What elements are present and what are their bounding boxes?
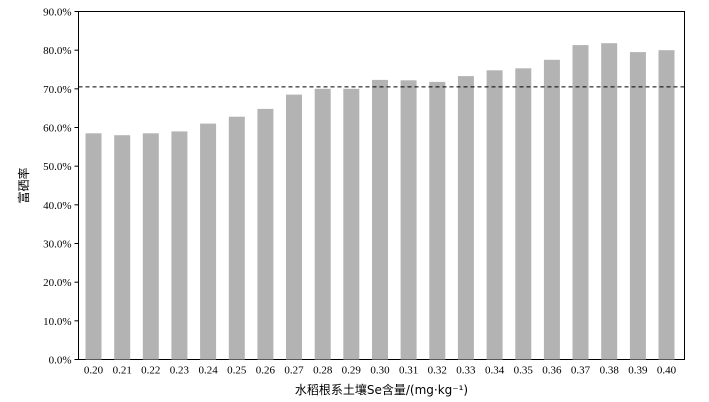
y-tick-label: 60.0% [43, 123, 71, 135]
x-tick-label: 0.23 [170, 365, 190, 377]
x-tick-label: 0.27 [284, 365, 304, 377]
x-tick-label: 0.36 [542, 365, 562, 377]
x-tick-label: 0.22 [141, 365, 160, 377]
y-tick-label: 90.0% [43, 7, 71, 19]
y-tick-label: 20.0% [43, 277, 71, 289]
x-axis-title: 水稻根系土壤Se含量/(mg·kg⁻¹) [295, 382, 468, 397]
bar-0.33 [457, 76, 474, 360]
y-tick-label: 10.0% [43, 316, 71, 328]
bar-0.40 [658, 50, 675, 360]
bar-0.21 [114, 135, 131, 360]
bar-0.20 [85, 133, 102, 360]
bar-0.27 [286, 94, 302, 360]
x-tick-label: 0.24 [198, 365, 218, 377]
bars-group [85, 43, 675, 360]
x-tick-label: 0.28 [313, 365, 333, 377]
bar-0.30 [372, 79, 388, 360]
y-tick-label: 30.0% [43, 239, 71, 251]
bar-0.22 [142, 133, 159, 360]
x-tick-label: 0.35 [514, 365, 534, 377]
bar-0.31 [400, 80, 417, 360]
x-tick-label: 0.38 [600, 365, 620, 377]
y-tick-label: 40.0% [43, 200, 71, 212]
bar-0.26 [257, 108, 274, 360]
y-tick-label: 70.0% [43, 84, 71, 96]
bar-0.23 [171, 131, 188, 360]
bar-0.34 [486, 70, 503, 360]
x-tick-label: 0.29 [342, 365, 362, 377]
y-tick-label: 80.0% [43, 45, 71, 57]
bar-0.28 [314, 88, 331, 360]
bar-0.37 [572, 45, 589, 360]
bar-0.24 [200, 123, 217, 360]
x-tick-label: 0.32 [428, 365, 447, 377]
x-tick-label: 0.20 [84, 365, 104, 377]
x-tick-label: 0.37 [571, 365, 591, 377]
y-tick-label: 50.0% [43, 161, 71, 173]
x-tick-label: 0.21 [113, 365, 132, 377]
bar-0.35 [515, 68, 532, 360]
x-axis: 0.20 0.21 0.22 0.23 0.24 0.25 0.26 0.27 0.28 0.29… [84, 365, 677, 377]
x-tick-label: 0.31 [399, 365, 418, 377]
bar-0.29 [343, 88, 360, 360]
bar-0.38 [601, 43, 618, 360]
x-tick-label: 0.25 [227, 365, 247, 377]
y-axis-title: 富硒率 [16, 167, 31, 203]
bar-0.32 [429, 81, 446, 360]
y-tick-label: 0.0% [49, 355, 72, 367]
y-axis: 0.0% 10.0% 20.0% 30.0% 40.0% 50.0% 60.0% 70.0% 8… [43, 7, 79, 367]
bar-0.39 [629, 52, 646, 360]
x-tick-label: 0.34 [485, 365, 505, 377]
x-tick-label: 0.39 [628, 365, 648, 377]
x-tick-label: 0.40 [657, 365, 677, 377]
bar-0.25 [228, 116, 245, 360]
x-tick-label: 0.26 [256, 365, 276, 377]
x-tick-label: 0.33 [456, 365, 476, 377]
x-tick-label: 0.30 [370, 365, 390, 377]
bar-0.36 [543, 59, 560, 360]
